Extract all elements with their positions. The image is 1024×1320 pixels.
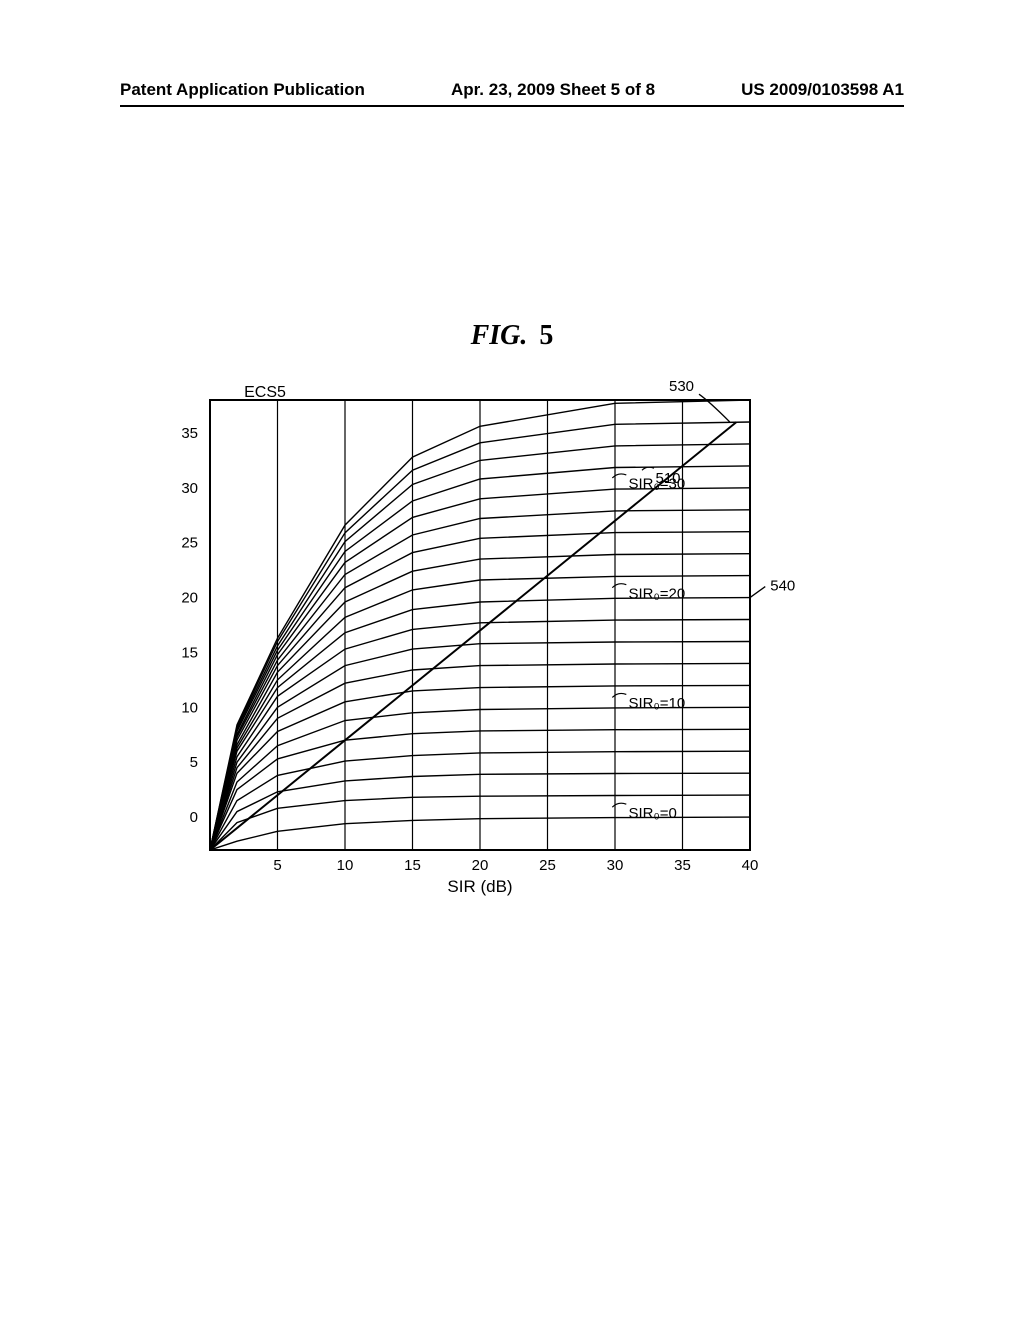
svg-text:30: 30 — [607, 857, 624, 874]
svg-text:5: 5 — [190, 754, 198, 771]
svg-text:510: 510 — [656, 470, 681, 487]
svg-text:ECS5: ECS5 — [244, 384, 286, 401]
svg-text:35: 35 — [181, 425, 198, 442]
svg-text:SIR (dB): SIR (dB) — [447, 877, 512, 896]
svg-text:10: 10 — [337, 857, 354, 874]
figure-title-prefix: FIG. — [471, 320, 528, 351]
svg-text:25: 25 — [181, 535, 198, 552]
ecs5-chart: 51015202530354005101520253035ECS5SIR (dB… — [150, 380, 850, 920]
svg-text:20: 20 — [472, 857, 489, 874]
svg-text:5: 5 — [273, 857, 281, 874]
page-header: Patent Application Publication Apr. 23, … — [0, 80, 1024, 100]
svg-text:15: 15 — [181, 644, 198, 661]
svg-text:15: 15 — [404, 857, 421, 874]
svg-text:530: 530 — [669, 380, 694, 395]
figure-title: FIG. 5 — [471, 320, 554, 352]
svg-text:35: 35 — [674, 857, 691, 874]
svg-text:SIR₀=10: SIR₀=10 — [629, 695, 686, 712]
svg-text:SIR₀=0: SIR₀=0 — [629, 805, 677, 822]
svg-text:10: 10 — [181, 699, 198, 716]
header-center: Apr. 23, 2009 Sheet 5 of 8 — [451, 80, 655, 100]
svg-text:25: 25 — [539, 857, 556, 874]
svg-text:40: 40 — [742, 857, 759, 874]
header-left: Patent Application Publication — [120, 80, 365, 100]
chart-container: 51015202530354005101520253035ECS5SIR (dB… — [150, 380, 770, 900]
svg-text:20: 20 — [181, 590, 198, 607]
svg-text:30: 30 — [181, 480, 198, 497]
header-rule — [120, 105, 904, 107]
svg-text:0: 0 — [190, 809, 198, 826]
header-right: US 2009/0103598 A1 — [741, 80, 904, 100]
svg-text:SIR₀=20: SIR₀=20 — [629, 585, 686, 602]
figure-title-num: 5 — [539, 320, 553, 351]
svg-text:540: 540 — [770, 578, 795, 595]
